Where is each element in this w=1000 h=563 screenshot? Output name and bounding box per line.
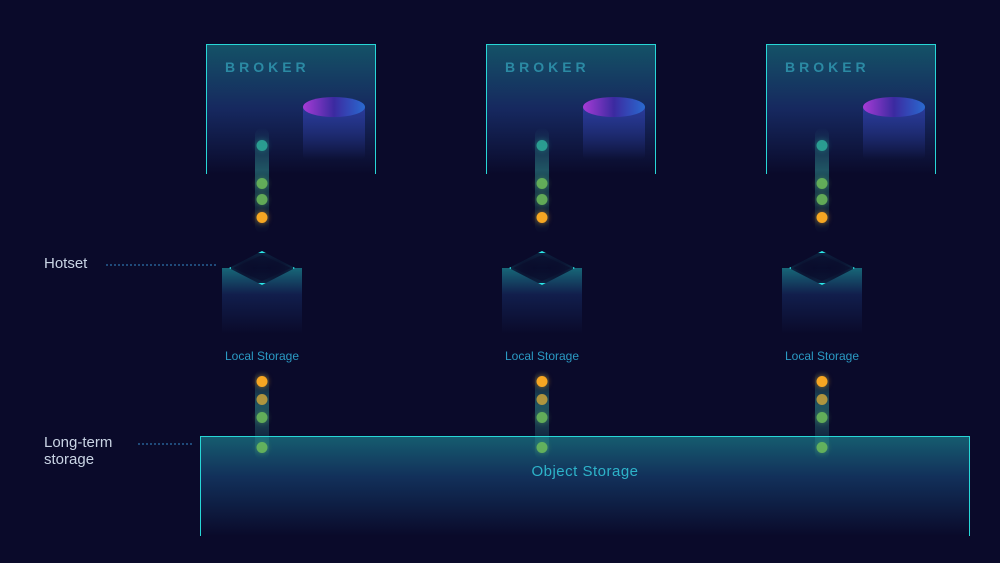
data-dot (817, 376, 828, 387)
data-dot (257, 194, 268, 205)
data-dot (537, 442, 548, 453)
database-icon (583, 97, 645, 159)
local-storage-label: Local Storage (212, 349, 312, 363)
data-flow-beam (815, 128, 829, 233)
data-dot (537, 394, 548, 405)
longterm-line2: storage (44, 451, 94, 468)
data-flow-beam (815, 370, 829, 460)
broker-box: BROKER (206, 44, 376, 174)
data-dot (257, 412, 268, 423)
data-dot (257, 178, 268, 189)
data-flow-beam (255, 128, 269, 233)
data-dot (817, 442, 828, 453)
data-dot (257, 140, 268, 151)
hotset-box (775, 244, 869, 334)
broker-label: BROKER (225, 59, 310, 75)
data-dot (817, 194, 828, 205)
longterm-line1: Long-term (44, 434, 112, 451)
data-dot (537, 212, 548, 223)
broker-box: BROKER (766, 44, 936, 174)
hotset-box (495, 244, 589, 334)
data-dot (817, 178, 828, 189)
longterm-label: Long-term storage (44, 434, 112, 468)
object-storage-label: Object Storage (201, 463, 969, 480)
data-dot (257, 394, 268, 405)
data-dot (817, 394, 828, 405)
data-dot (817, 412, 828, 423)
local-storage-label: Local Storage (772, 349, 872, 363)
broker-box: BROKER (486, 44, 656, 174)
database-icon (863, 97, 925, 159)
data-dot (537, 178, 548, 189)
data-dot (537, 376, 548, 387)
data-dot (537, 140, 548, 151)
longterm-dotted-line (138, 443, 192, 445)
broker-label: BROKER (785, 59, 870, 75)
data-dot (537, 194, 548, 205)
data-dot (817, 212, 828, 223)
database-icon (303, 97, 365, 159)
data-dot (537, 412, 548, 423)
object-storage-box: Object Storage (200, 436, 970, 536)
data-dot (817, 140, 828, 151)
hotset-box (215, 244, 309, 334)
local-storage-label: Local Storage (492, 349, 592, 363)
data-dot (257, 442, 268, 453)
data-dot (257, 376, 268, 387)
data-flow-beam (535, 370, 549, 460)
hotset-label: Hotset (44, 255, 87, 272)
data-flow-beam (255, 370, 269, 460)
hotset-dotted-line (106, 264, 216, 266)
data-dot (257, 212, 268, 223)
diagram-canvas: Hotset Long-term storage Object Storage … (0, 0, 1000, 563)
data-flow-beam (535, 128, 549, 233)
broker-label: BROKER (505, 59, 590, 75)
